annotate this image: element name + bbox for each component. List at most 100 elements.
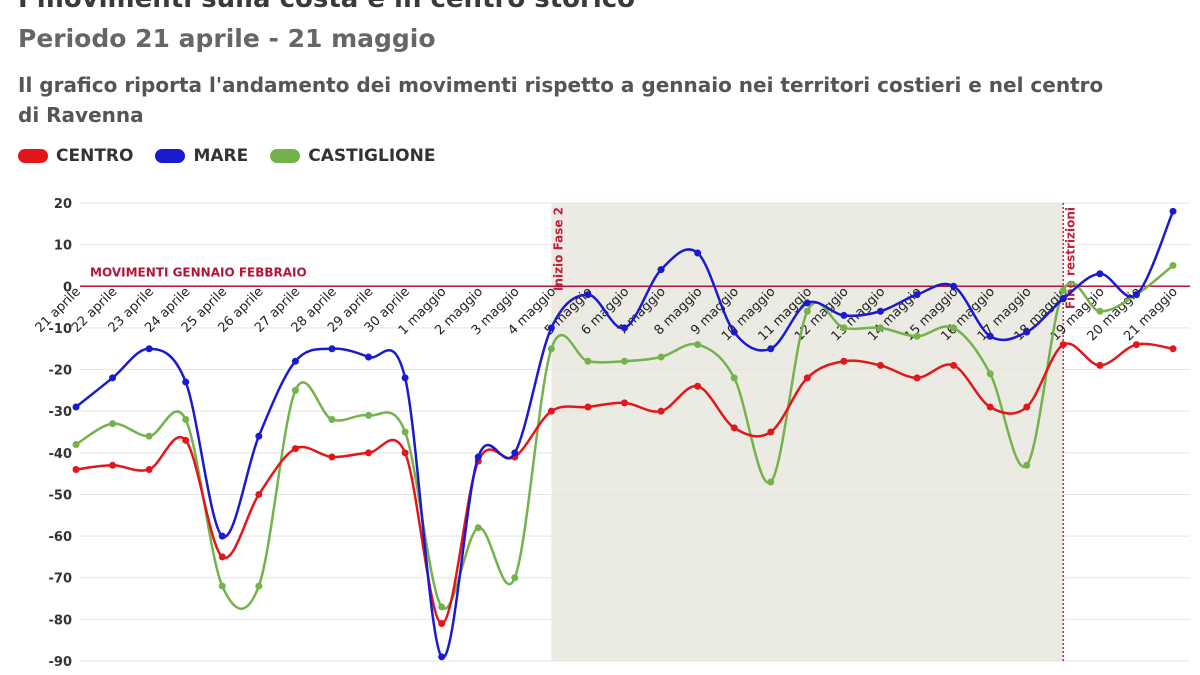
shaded-range [551,203,1064,661]
legend-swatch [18,149,48,163]
data-point [840,311,848,319]
legend-swatch [155,149,186,163]
y-tick-label: 0 [63,280,72,295]
data-point [584,357,592,365]
data-point [438,603,446,611]
data-point [401,428,409,436]
chart-description: Il grafico riporta l'andamento dei movim… [18,73,1104,127]
data-point [474,453,482,461]
data-point [1059,341,1067,349]
data-point [255,432,263,440]
data-point [255,582,263,590]
data-point [1023,403,1031,411]
data-point [72,403,80,411]
y-tick-label: 20 [54,197,72,212]
annotation-label: Inizio Fase 2 [551,207,565,291]
data-point [72,440,80,448]
y-tick-label: 10 [54,239,72,254]
y-tick-label: -10 [49,322,73,337]
data-point [291,386,299,394]
series-line [75,210,1175,659]
y-tick-label: -90 [49,655,73,670]
data-point [72,465,80,473]
data-point [401,374,409,382]
data-point [145,465,153,473]
data-point [1132,341,1140,349]
data-point [1023,328,1031,336]
data-point [365,411,373,419]
data-point [109,461,117,469]
legend-label: CENTRO [56,146,134,166]
data-point [365,449,373,457]
legend-item: CASTIGLIONE [270,146,435,166]
data-point [1169,261,1177,269]
legend-label: MARE [193,146,249,166]
data-point [328,416,336,424]
data-point [913,332,921,340]
y-tick-label: -20 [49,364,73,379]
chart-title: I movimenti sulla costa e in centro stor… [18,0,635,14]
data-point [730,424,738,432]
data-point [584,291,592,299]
data-point [803,299,811,307]
data-point [986,332,994,340]
data-point [291,357,299,365]
y-tick-label: -70 [49,572,73,587]
data-point [621,399,628,407]
data-point [109,374,117,382]
legend-item: CENTRO [18,146,133,166]
data-point [840,357,848,365]
y-tick-label: -50 [49,488,73,503]
data-point [1169,207,1177,215]
data-point [950,324,958,332]
data-point [255,490,263,498]
y-tick-label: -80 [49,613,73,628]
data-point [694,249,702,257]
data-point [767,478,775,486]
y-tick-label: -60 [49,530,73,545]
data-point [145,432,153,440]
data-point [218,532,226,540]
data-point [182,378,190,386]
reference-label: MOVIMENTI GENNAIO FEBBRAIO [90,265,307,279]
data-point [1096,361,1104,369]
data-point [950,361,958,369]
data-point [803,307,811,315]
data-point [657,407,665,415]
data-point [1059,286,1067,294]
data-point [547,324,555,332]
data-point [1096,270,1104,278]
data-point [621,357,628,365]
legend-item: MARE [155,146,248,166]
data-point [328,453,336,461]
legend-label: CASTIGLIONE [308,146,436,166]
data-point [401,449,409,457]
y-tick-label: -30 [49,405,73,420]
chart-subtitle: Periodo 21 aprile - 21 maggio [18,24,436,53]
data-point [767,345,775,353]
data-point [291,445,299,453]
data-point [694,341,702,349]
data-point [876,324,884,332]
data-point [913,374,921,382]
data-point [730,328,738,336]
data-point [109,420,117,428]
data-point [913,291,921,299]
data-point [365,353,373,361]
data-point [511,449,519,457]
data-point [438,620,446,628]
data-point [876,361,884,369]
data-point [1096,307,1104,315]
data-point [767,428,775,436]
data-point [1132,291,1140,299]
data-point [1169,345,1177,353]
data-point [950,282,958,290]
data-point [694,382,702,390]
data-point [511,574,519,582]
data-point [218,582,226,590]
data-point [657,353,665,361]
data-point [1023,461,1031,469]
data-point [474,524,482,532]
data-point [584,403,592,411]
